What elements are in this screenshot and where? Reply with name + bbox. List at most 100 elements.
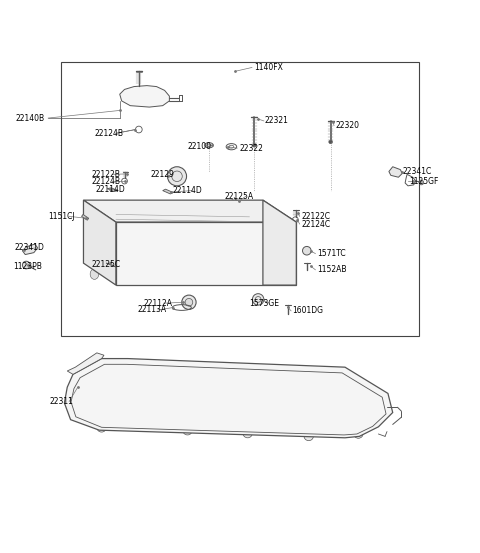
Text: 1125GF: 1125GF: [409, 176, 439, 186]
Ellipse shape: [122, 201, 137, 211]
Circle shape: [304, 431, 313, 441]
Circle shape: [182, 295, 196, 310]
Text: 22341C: 22341C: [402, 167, 432, 176]
Circle shape: [252, 143, 256, 147]
Polygon shape: [67, 353, 104, 374]
Ellipse shape: [143, 240, 156, 248]
Circle shape: [97, 422, 107, 432]
Circle shape: [72, 392, 82, 401]
Text: 22125A: 22125A: [225, 192, 254, 201]
Text: 22113A: 22113A: [137, 305, 167, 315]
Ellipse shape: [136, 202, 151, 212]
Circle shape: [376, 405, 386, 415]
Text: 1573GE: 1573GE: [250, 299, 279, 307]
Circle shape: [123, 226, 130, 232]
Polygon shape: [84, 200, 116, 285]
Circle shape: [243, 428, 252, 438]
Ellipse shape: [260, 248, 273, 257]
Ellipse shape: [131, 241, 137, 246]
Ellipse shape: [108, 201, 123, 211]
Ellipse shape: [163, 243, 169, 247]
Ellipse shape: [177, 271, 189, 279]
Circle shape: [80, 369, 90, 379]
Polygon shape: [64, 358, 393, 438]
Ellipse shape: [149, 202, 165, 212]
Circle shape: [122, 358, 132, 368]
Ellipse shape: [180, 273, 186, 278]
Circle shape: [329, 140, 333, 144]
Circle shape: [149, 368, 159, 378]
Ellipse shape: [213, 247, 219, 251]
Ellipse shape: [202, 253, 211, 260]
Circle shape: [254, 208, 260, 213]
Ellipse shape: [165, 204, 180, 213]
Text: 22341D: 22341D: [15, 243, 45, 252]
Ellipse shape: [128, 253, 140, 262]
Ellipse shape: [178, 205, 193, 214]
Polygon shape: [120, 86, 169, 107]
Text: 1571TC: 1571TC: [317, 249, 346, 258]
Ellipse shape: [193, 258, 205, 267]
Ellipse shape: [218, 254, 228, 261]
Circle shape: [136, 88, 153, 106]
Ellipse shape: [210, 209, 218, 213]
Text: 22140B: 22140B: [16, 113, 45, 123]
Ellipse shape: [128, 268, 140, 276]
Polygon shape: [263, 200, 296, 285]
Polygon shape: [82, 215, 89, 220]
Ellipse shape: [243, 247, 256, 256]
Polygon shape: [163, 189, 173, 194]
Ellipse shape: [246, 249, 253, 254]
Circle shape: [94, 203, 100, 208]
Ellipse shape: [131, 269, 137, 274]
Circle shape: [23, 261, 30, 269]
Ellipse shape: [104, 383, 145, 412]
Ellipse shape: [238, 211, 246, 215]
Circle shape: [419, 180, 424, 185]
Text: 22114D: 22114D: [172, 186, 202, 195]
Ellipse shape: [229, 248, 236, 253]
Ellipse shape: [152, 248, 161, 255]
Ellipse shape: [213, 261, 219, 265]
Text: 1123PB: 1123PB: [13, 263, 42, 272]
Ellipse shape: [146, 242, 153, 247]
Ellipse shape: [128, 239, 140, 247]
Text: 1151CJ: 1151CJ: [48, 212, 75, 221]
Text: 22322: 22322: [239, 144, 263, 153]
Ellipse shape: [100, 260, 108, 264]
Ellipse shape: [197, 208, 204, 213]
Text: 22112A: 22112A: [144, 299, 173, 307]
Circle shape: [304, 369, 313, 378]
Ellipse shape: [263, 251, 270, 255]
Ellipse shape: [207, 206, 222, 216]
Circle shape: [302, 247, 311, 255]
Circle shape: [354, 429, 363, 439]
Ellipse shape: [143, 254, 156, 263]
Ellipse shape: [234, 208, 250, 218]
Ellipse shape: [279, 393, 320, 421]
Text: 22129: 22129: [150, 170, 174, 179]
Ellipse shape: [146, 270, 153, 275]
Circle shape: [140, 92, 149, 102]
Circle shape: [266, 212, 272, 217]
Text: 1140FX: 1140FX: [254, 63, 283, 72]
Ellipse shape: [168, 251, 178, 257]
Text: 1601DG: 1601DG: [292, 306, 324, 315]
Ellipse shape: [180, 258, 186, 263]
Text: 22124B: 22124B: [95, 129, 123, 138]
Text: 1152AB: 1152AB: [317, 265, 347, 274]
Text: 22124C: 22124C: [301, 220, 330, 228]
Ellipse shape: [210, 259, 222, 268]
Ellipse shape: [180, 244, 186, 249]
Ellipse shape: [153, 205, 161, 210]
Circle shape: [283, 240, 290, 247]
Text: 22321: 22321: [265, 117, 288, 126]
Text: 22124B: 22124B: [91, 176, 120, 186]
Ellipse shape: [160, 269, 172, 278]
Polygon shape: [389, 167, 402, 178]
Ellipse shape: [90, 269, 99, 279]
Ellipse shape: [125, 204, 133, 208]
Text: 22122B: 22122B: [91, 170, 120, 179]
Ellipse shape: [210, 244, 222, 253]
Ellipse shape: [193, 243, 205, 252]
